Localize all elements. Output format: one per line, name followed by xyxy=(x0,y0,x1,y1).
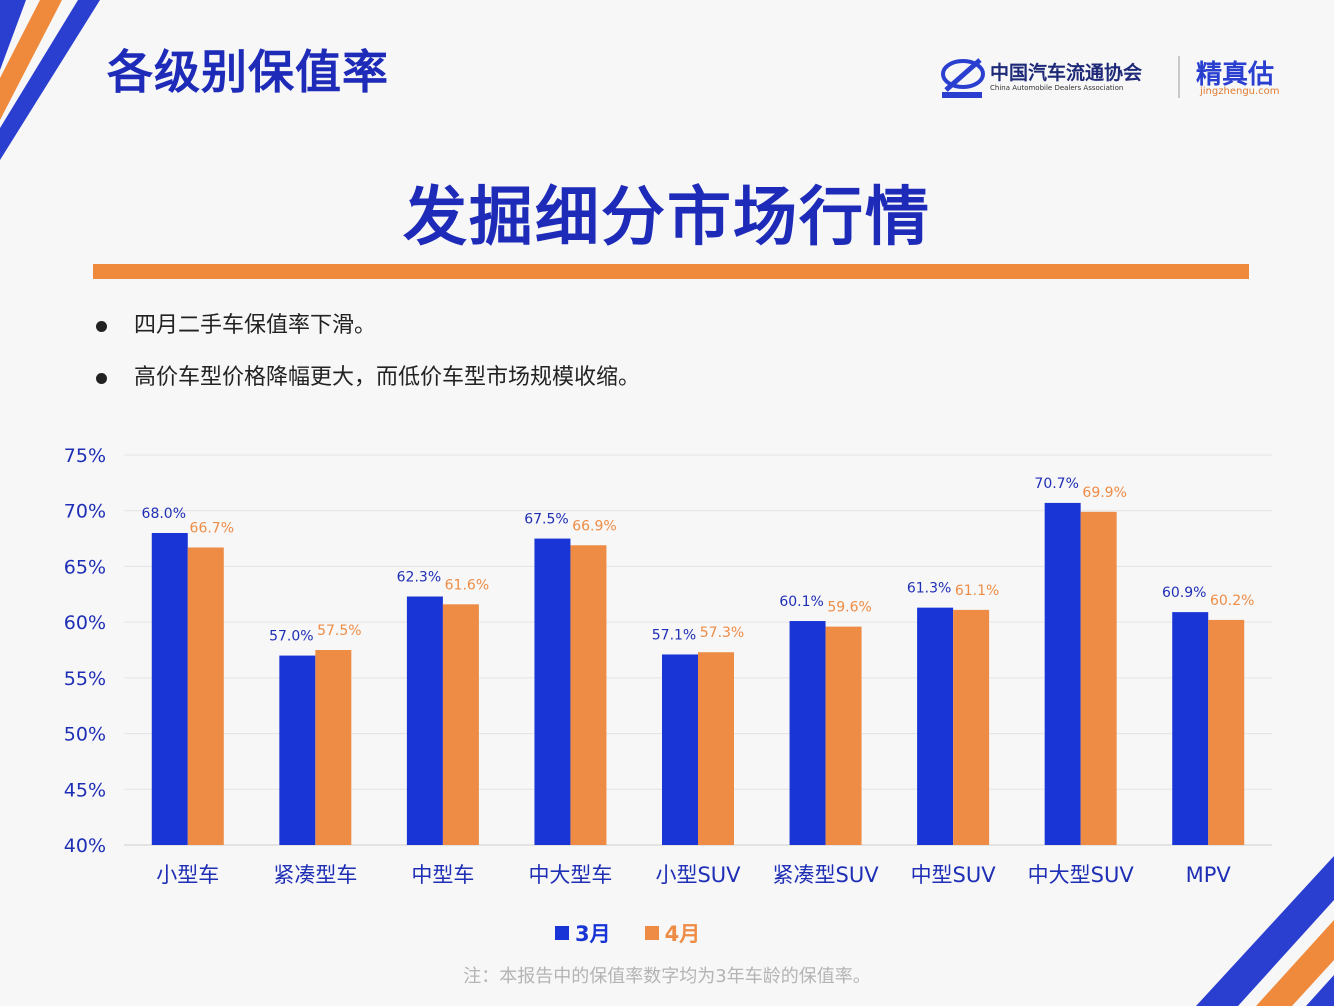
x-category-label: 中型车 xyxy=(411,863,474,887)
bullet-item: 四月二手车保值率下滑。 xyxy=(92,310,640,362)
x-category-label: 紧凑型SUV xyxy=(773,863,880,887)
data-label: 61.6% xyxy=(445,577,489,593)
data-label: 62.3% xyxy=(397,570,441,586)
brand-name: 精真估 xyxy=(1196,60,1275,90)
bar-march xyxy=(406,596,443,845)
x-category-label: MPV xyxy=(1186,863,1232,887)
bullet-text: 高价车型价格降幅更大，而低价车型市场规模收缩。 xyxy=(134,365,641,390)
legend-label-march: 3月 xyxy=(575,922,611,946)
data-label: 69.9% xyxy=(1082,485,1126,501)
divider-bar xyxy=(93,264,1249,279)
bullet-dot-icon xyxy=(96,373,107,384)
y-tick-label: 45% xyxy=(64,779,106,801)
data-label: 67.5% xyxy=(524,512,568,528)
data-label: 61.1% xyxy=(955,583,999,599)
legend-item-april: 4月 xyxy=(644,918,701,948)
y-tick-label: 50% xyxy=(64,724,106,746)
data-label: 60.2% xyxy=(1210,593,1254,609)
y-tick-label: 75% xyxy=(64,445,106,467)
x-category-label: 中型SUV xyxy=(911,863,997,887)
bar-march xyxy=(1044,502,1081,845)
bar-april xyxy=(187,547,224,845)
legend-label-april: 4月 xyxy=(664,922,701,946)
data-label: 59.6% xyxy=(827,600,871,616)
bar-march xyxy=(534,538,571,845)
y-tick-label: 65% xyxy=(64,556,106,578)
bar-march xyxy=(151,533,188,845)
y-tick-label: 55% xyxy=(64,668,106,690)
data-label: 60.9% xyxy=(1162,585,1206,601)
bullet-list: 四月二手车保值率下滑。 高价车型价格降幅更大，而低价车型市场规模收缩。 xyxy=(92,310,640,414)
x-category-label: 中大型车 xyxy=(528,863,612,887)
data-label: 61.3% xyxy=(907,581,951,597)
bar-march xyxy=(662,654,698,845)
data-label: 57.3% xyxy=(700,625,744,641)
y-tick-label: 60% xyxy=(64,612,106,634)
logo-divider xyxy=(1178,56,1180,98)
legend-swatch-april xyxy=(644,926,659,940)
bar-april xyxy=(698,652,734,845)
legend-item-march: 3月 xyxy=(555,918,611,948)
bar-april xyxy=(825,626,862,845)
x-category-label: 小型SUV xyxy=(655,863,741,887)
data-label: 66.7% xyxy=(190,520,234,536)
x-category-label: 小型车 xyxy=(156,863,219,887)
data-label: 57.0% xyxy=(269,629,313,645)
bar-march xyxy=(279,655,316,845)
association-emblem-icon xyxy=(941,58,985,98)
x-category-label: 中大型SUV xyxy=(1028,863,1135,887)
subtitle: 发掘细分市场行情 xyxy=(403,181,931,255)
bullet-item: 高价车型价格降幅更大，而低价车型市场规模收缩。 xyxy=(92,362,640,414)
bar-march xyxy=(1172,612,1209,845)
brand-url: jingzhengu.com xyxy=(1200,86,1280,97)
data-label: 70.7% xyxy=(1034,476,1078,492)
bar-april xyxy=(953,609,990,845)
logo: 中国汽车流通协会 China Automobile Dealers Associ… xyxy=(938,52,1294,104)
association-name: 中国汽车流通协会 xyxy=(990,62,1143,84)
footnote: 注：本报告中的保值率数字均为3年车龄的保值率。 xyxy=(463,966,871,987)
bullet-dot-icon xyxy=(96,321,107,332)
bar-april xyxy=(1208,619,1245,845)
data-label: 68.0% xyxy=(142,506,186,522)
bar-april xyxy=(570,545,607,845)
data-label: 60.1% xyxy=(779,594,823,610)
bullet-text: 四月二手车保值率下滑。 xyxy=(134,313,377,338)
chart-legend: 3月 4月 xyxy=(555,918,700,948)
bar-march xyxy=(789,621,826,845)
association-name-en: China Automobile Dealers Association xyxy=(990,84,1124,92)
y-tick-label: 70% xyxy=(64,501,106,523)
y-tick-label: 40% xyxy=(64,835,106,857)
x-category-label: 紧凑型车 xyxy=(273,863,357,887)
bar-april xyxy=(1080,511,1117,845)
bar-march xyxy=(917,607,954,845)
data-label: 66.9% xyxy=(572,518,616,534)
data-label: 57.5% xyxy=(317,623,361,639)
bar-april xyxy=(315,650,352,845)
data-label: 57.1% xyxy=(652,627,696,643)
bar-april xyxy=(442,604,479,845)
page-title: 各级别保值率 xyxy=(107,45,389,99)
legend-swatch-march xyxy=(555,926,569,940)
